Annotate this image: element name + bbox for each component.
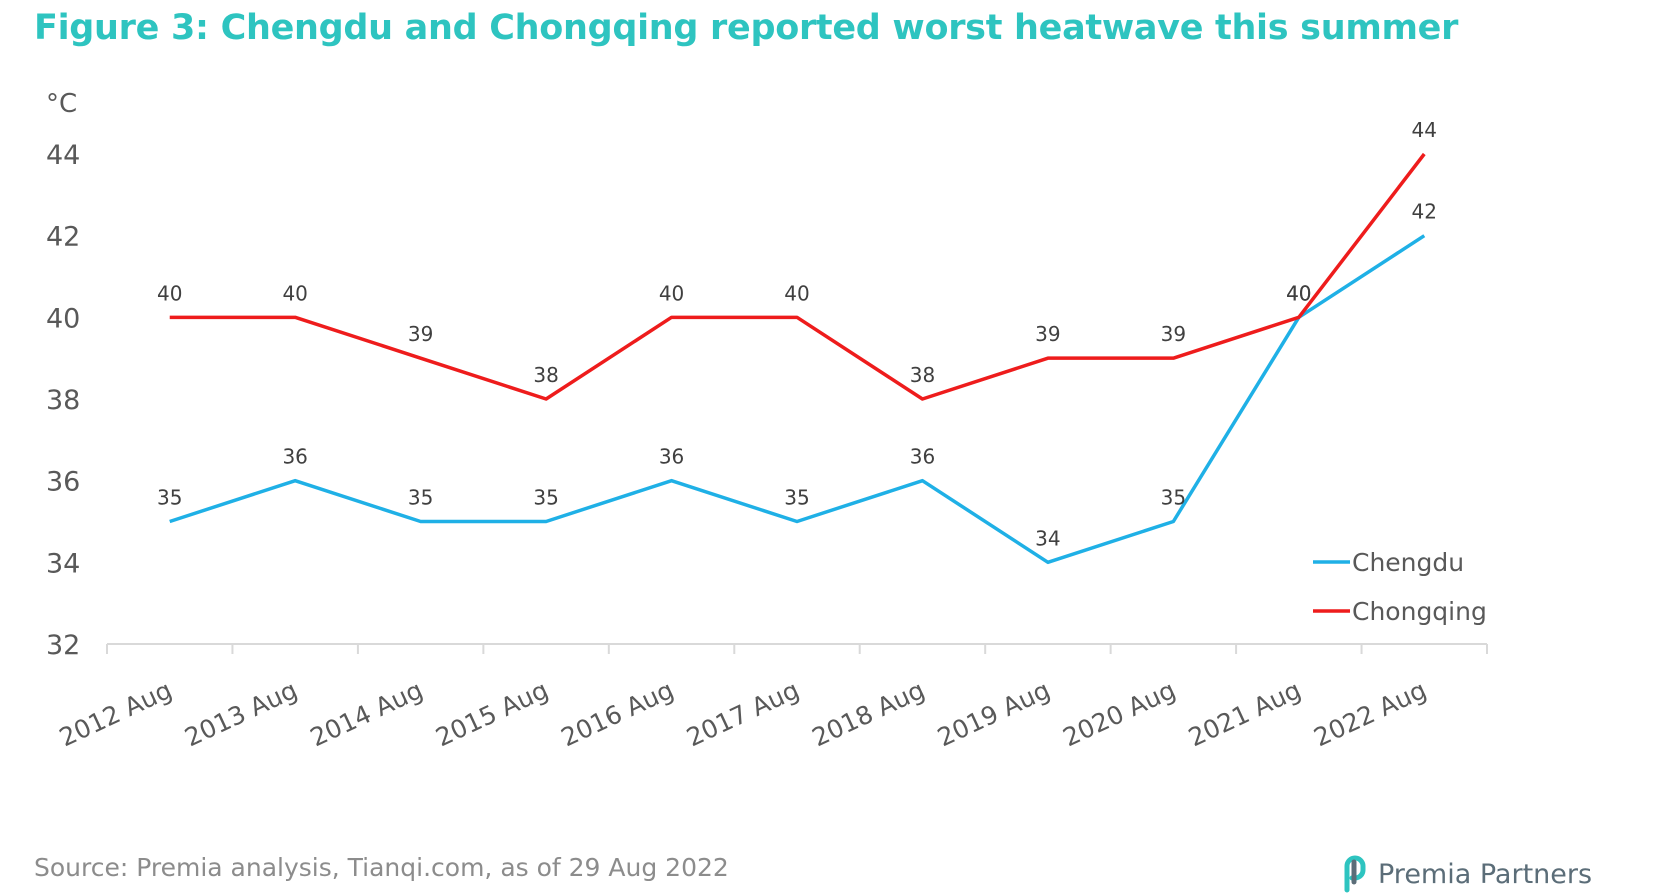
x-tick-label: 2015 Aug [431,675,552,752]
y-tick-label: 32 [46,630,80,661]
premia-partners-logo: Premia Partners [1338,852,1592,896]
data-label-chengdu: 35 [784,486,809,510]
data-label-chongqing: 40 [157,281,182,305]
data-label-chengdu: 35 [1161,486,1186,510]
y-tick-label: 40 [46,303,80,334]
y-tick-label: 44 [46,140,80,171]
x-tick-label: 2020 Aug [1059,675,1180,752]
data-label-chongqing: 40 [282,281,307,305]
y-tick-label: 34 [46,548,80,579]
x-tick-label: 2018 Aug [808,675,929,752]
x-tick-label: 2019 Aug [933,675,1054,752]
series-lines [169,152,1426,565]
data-label-chongqing: 38 [533,363,558,387]
x-tick-label: 2016 Aug [557,675,678,752]
logo-text: Premia Partners [1378,858,1593,890]
data-label-chengdu: 36 [910,445,935,469]
axes [106,643,1488,654]
x-tick-label: 2013 Aug [180,675,301,752]
data-label-chengdu: 42 [1412,200,1437,224]
legend: Chengdu Chongqing [1313,548,1487,626]
y-tick-label: 36 [46,467,80,498]
line-chart: °C 32 34 36 38 40 42 44 2012 Aug 2013 Aug 2014 A… [46,89,1488,752]
x-tick-label: 2012 Aug [55,675,176,752]
data-label-chongqing: 39 [408,322,433,346]
data-label-chongqing: 39 [1035,322,1060,346]
data-label-chongqing: 44 [1412,118,1437,142]
data-labels: 35 36 35 35 36 35 36 34 35 40 42 40 40 39 38 40 40 38 39 39… [157,118,1437,550]
y-tick-labels: 32 34 36 38 40 42 44 [46,140,80,661]
data-label-chengdu: 34 [1035,526,1060,550]
legend-label-chengdu: Chengdu [1352,548,1464,577]
data-label-chengdu: 36 [659,445,684,469]
data-label-chengdu: 36 [282,445,307,469]
premia-logo-icon [1344,855,1366,893]
data-label-chengdu: 35 [157,486,182,510]
data-label-chongqing: 40 [784,281,809,305]
x-tick-label: 2022 Aug [1309,675,1430,752]
series-line-chongqing [169,152,1426,401]
x-tick-label: 2021 Aug [1184,675,1305,752]
data-label-chengdu: 35 [408,486,433,510]
data-label-chongqing: 40 [659,281,684,305]
y-tick-label: 42 [46,222,80,253]
y-axis-unit-label: °C [46,89,77,119]
x-tick-labels: 2012 Aug 2013 Aug 2014 Aug 2015 Aug 2016 Aug… [55,675,1431,752]
source-note: Source: Premia analysis, Tianqi.com, as … [34,853,729,882]
x-tick-label: 2014 Aug [306,675,427,752]
data-label-chongqing: 40 [1286,281,1311,305]
legend-label-chongqing: Chongqing [1352,597,1487,626]
x-tick-label: 2017 Aug [682,675,803,752]
data-label-chongqing: 38 [910,363,935,387]
series-line-chengdu [169,234,1426,565]
y-tick-label: 38 [46,385,80,416]
data-label-chongqing: 39 [1161,322,1186,346]
chart-title: Figure 3: Chengdu and Chongqing reported… [34,8,1459,48]
data-label-chengdu: 35 [533,486,558,510]
data-label-chengdu: 40 [1286,281,1311,305]
